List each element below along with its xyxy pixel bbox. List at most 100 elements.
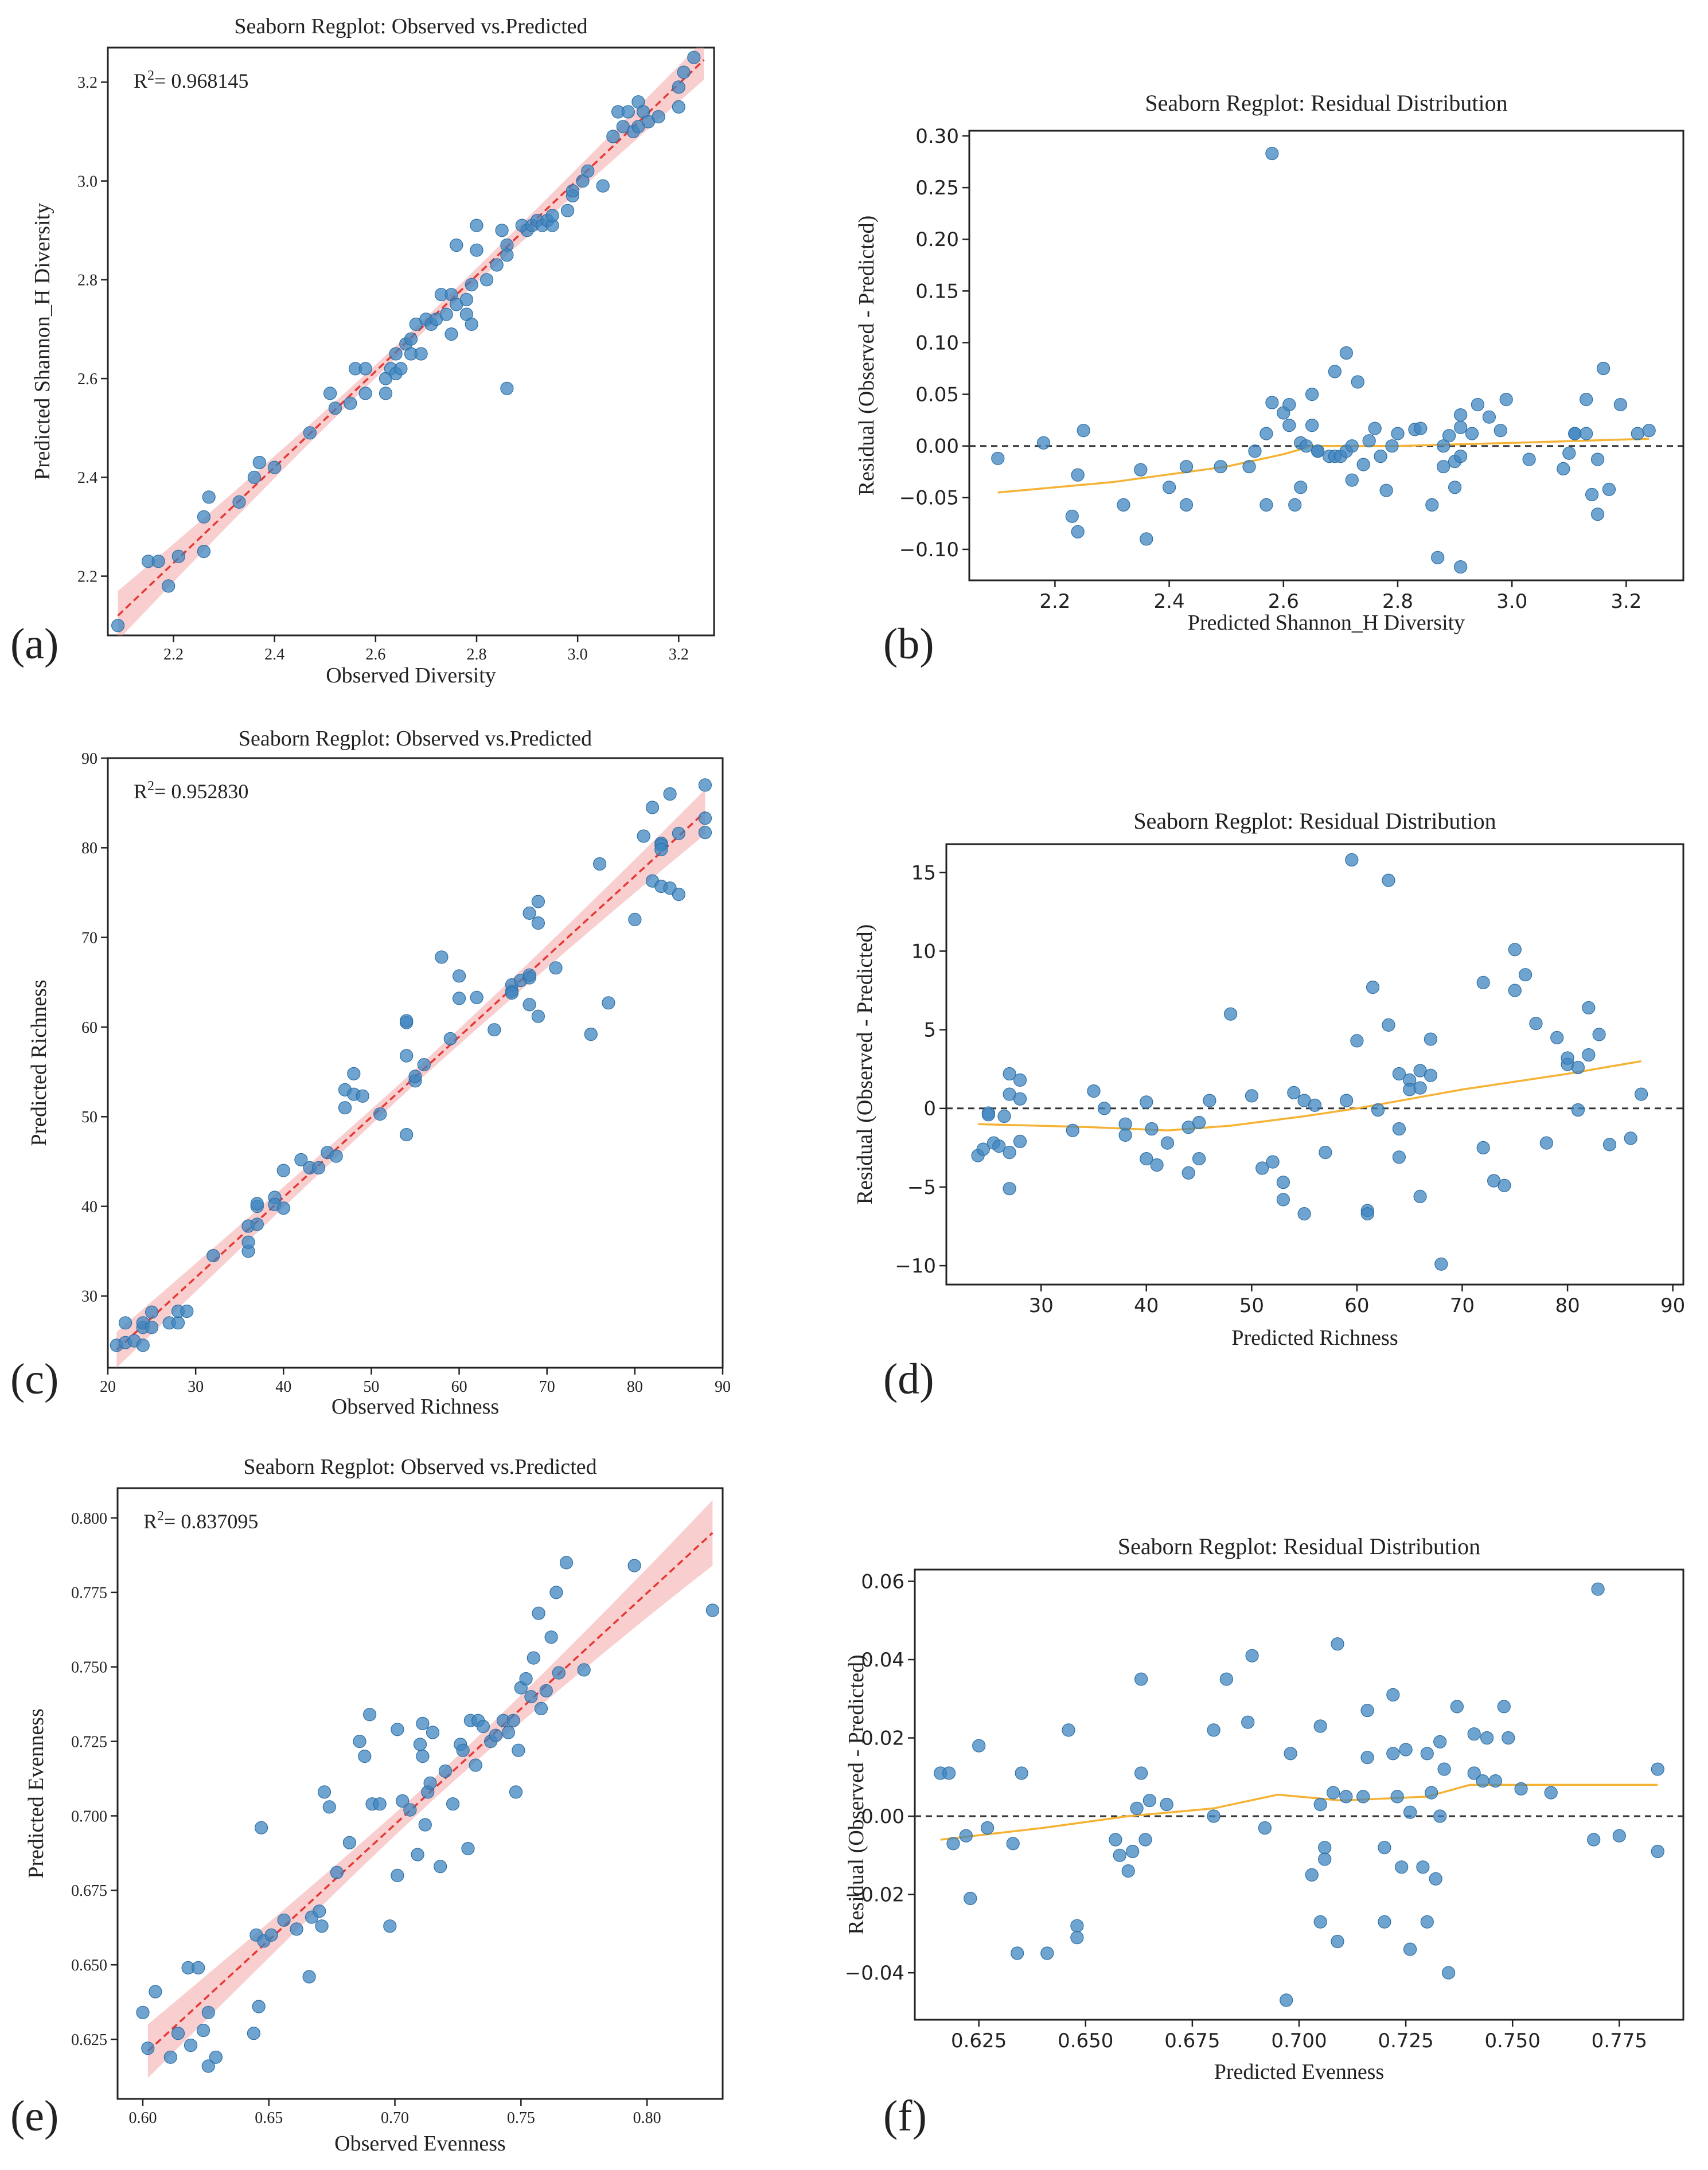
- data-point: [353, 1735, 366, 1749]
- data-point: [465, 278, 478, 291]
- data-point: [964, 1891, 977, 1905]
- data-point: [1519, 968, 1532, 982]
- plot-area-d: [946, 853, 1683, 1271]
- data-point: [1635, 1087, 1648, 1101]
- x-tick-label: 0.625: [951, 2030, 1007, 2052]
- data-point: [417, 1057, 431, 1072]
- y-tick-label: −0.02: [845, 1883, 904, 1906]
- data-point: [1561, 1051, 1574, 1065]
- r-squared-annotation: R2= 0.837095: [143, 1509, 258, 1533]
- y-tick-label: 0.02: [861, 1727, 904, 1750]
- chart-title: Seaborn Regplot: Residual Distribution: [1145, 90, 1507, 116]
- data-point: [1425, 1786, 1438, 1800]
- data-point: [1571, 1103, 1585, 1117]
- data-point: [250, 1197, 264, 1211]
- data-point: [677, 65, 691, 79]
- data-point: [470, 990, 483, 1005]
- data-point: [524, 1690, 538, 1704]
- data-point: [505, 986, 519, 1000]
- data-point: [1242, 460, 1256, 474]
- data-point: [1529, 1017, 1543, 1031]
- data-point: [1276, 1193, 1290, 1207]
- x-tick-label: 2.2: [1039, 590, 1070, 613]
- x-tick-label: 0.75: [507, 2109, 535, 2127]
- data-point: [1140, 1095, 1153, 1109]
- x-tick-label: 30: [188, 1378, 204, 1396]
- data-point: [602, 996, 615, 1010]
- data-point: [1498, 1178, 1511, 1192]
- data-point: [197, 544, 210, 559]
- data-point: [1121, 1864, 1135, 1878]
- data-point: [1642, 424, 1656, 438]
- data-point: [991, 451, 1005, 465]
- data-point: [1502, 1731, 1515, 1745]
- data-point: [404, 332, 418, 346]
- data-point: [1454, 408, 1468, 422]
- data-point: [1386, 1688, 1400, 1701]
- data-point: [1219, 1672, 1233, 1686]
- data-point: [566, 184, 580, 198]
- data-point: [416, 1750, 430, 1763]
- x-tick-label: 20: [100, 1378, 116, 1396]
- x-axis-label: Predicted Evenness: [1214, 2060, 1385, 2084]
- data-point: [1181, 1166, 1195, 1180]
- data-point: [358, 1750, 372, 1763]
- y-tick-label: 0.06: [861, 1570, 904, 1593]
- data-point: [1651, 1762, 1664, 1776]
- data-point: [1087, 1084, 1101, 1098]
- data-point: [162, 579, 176, 593]
- data-point: [549, 961, 563, 975]
- data-point: [1591, 452, 1605, 466]
- data-point: [1118, 1128, 1132, 1142]
- data-point: [1378, 1915, 1391, 1929]
- data-point: [1508, 983, 1522, 997]
- data-point: [396, 1794, 410, 1808]
- data-point: [1476, 1774, 1489, 1788]
- data-point: [1150, 1158, 1164, 1172]
- plot-frame-b: [968, 130, 1684, 581]
- data-point: [294, 1153, 308, 1166]
- y-tick-label: 2.8: [77, 272, 98, 290]
- data-point: [621, 105, 635, 119]
- x-tick-label: 3.0: [1496, 590, 1527, 613]
- x-tick-label: 0.60: [128, 2109, 157, 2127]
- data-point: [606, 130, 620, 143]
- data-point: [645, 801, 660, 814]
- x-tick-label: 3.2: [669, 646, 689, 664]
- data-point: [119, 1316, 132, 1330]
- chart-title: Seaborn Regplot: Residual Distribution: [1118, 1533, 1480, 1559]
- data-point: [1591, 1582, 1605, 1596]
- data-point: [672, 887, 686, 901]
- data-point: [247, 470, 261, 485]
- data-point: [972, 1739, 986, 1753]
- data-point: [465, 317, 478, 331]
- data-point: [1382, 1018, 1395, 1032]
- x-tick-label: 0.675: [1164, 2030, 1220, 2052]
- data-point: [1070, 1931, 1084, 1945]
- data-point: [581, 164, 595, 178]
- x-tick-label: 3.2: [1610, 590, 1641, 613]
- x-tick-label: 0.725: [1378, 2030, 1433, 2052]
- chart-panel-a: 2.2 2.4 2.6 2.8 3.0 3.2 2.2 2.4 2.6 2.8 3.0 3.2 Seab…: [10, 14, 715, 688]
- data-point: [1467, 1766, 1481, 1780]
- data-point: [1476, 975, 1490, 990]
- data-point: [1413, 1081, 1427, 1095]
- data-point: [654, 842, 668, 857]
- x-tick-label: 0.775: [1592, 2030, 1647, 2052]
- plot-frame-a: [107, 46, 715, 637]
- data-point: [196, 2023, 210, 2038]
- data-point: [506, 1714, 520, 1727]
- data-point: [1066, 1123, 1079, 1137]
- data-point: [1313, 1798, 1327, 1812]
- data-point: [1374, 450, 1387, 463]
- data-point: [490, 258, 504, 272]
- data-point: [577, 1663, 591, 1677]
- data-point: [1328, 365, 1342, 378]
- data-point: [1580, 392, 1593, 407]
- panel-label: (e): [10, 2092, 59, 2140]
- data-point: [531, 895, 545, 908]
- x-axis-label: Predicted Richness: [1231, 1326, 1398, 1350]
- x-tick-label: 70: [539, 1378, 555, 1396]
- lowess-line: [997, 438, 1649, 494]
- data-point: [627, 1559, 641, 1572]
